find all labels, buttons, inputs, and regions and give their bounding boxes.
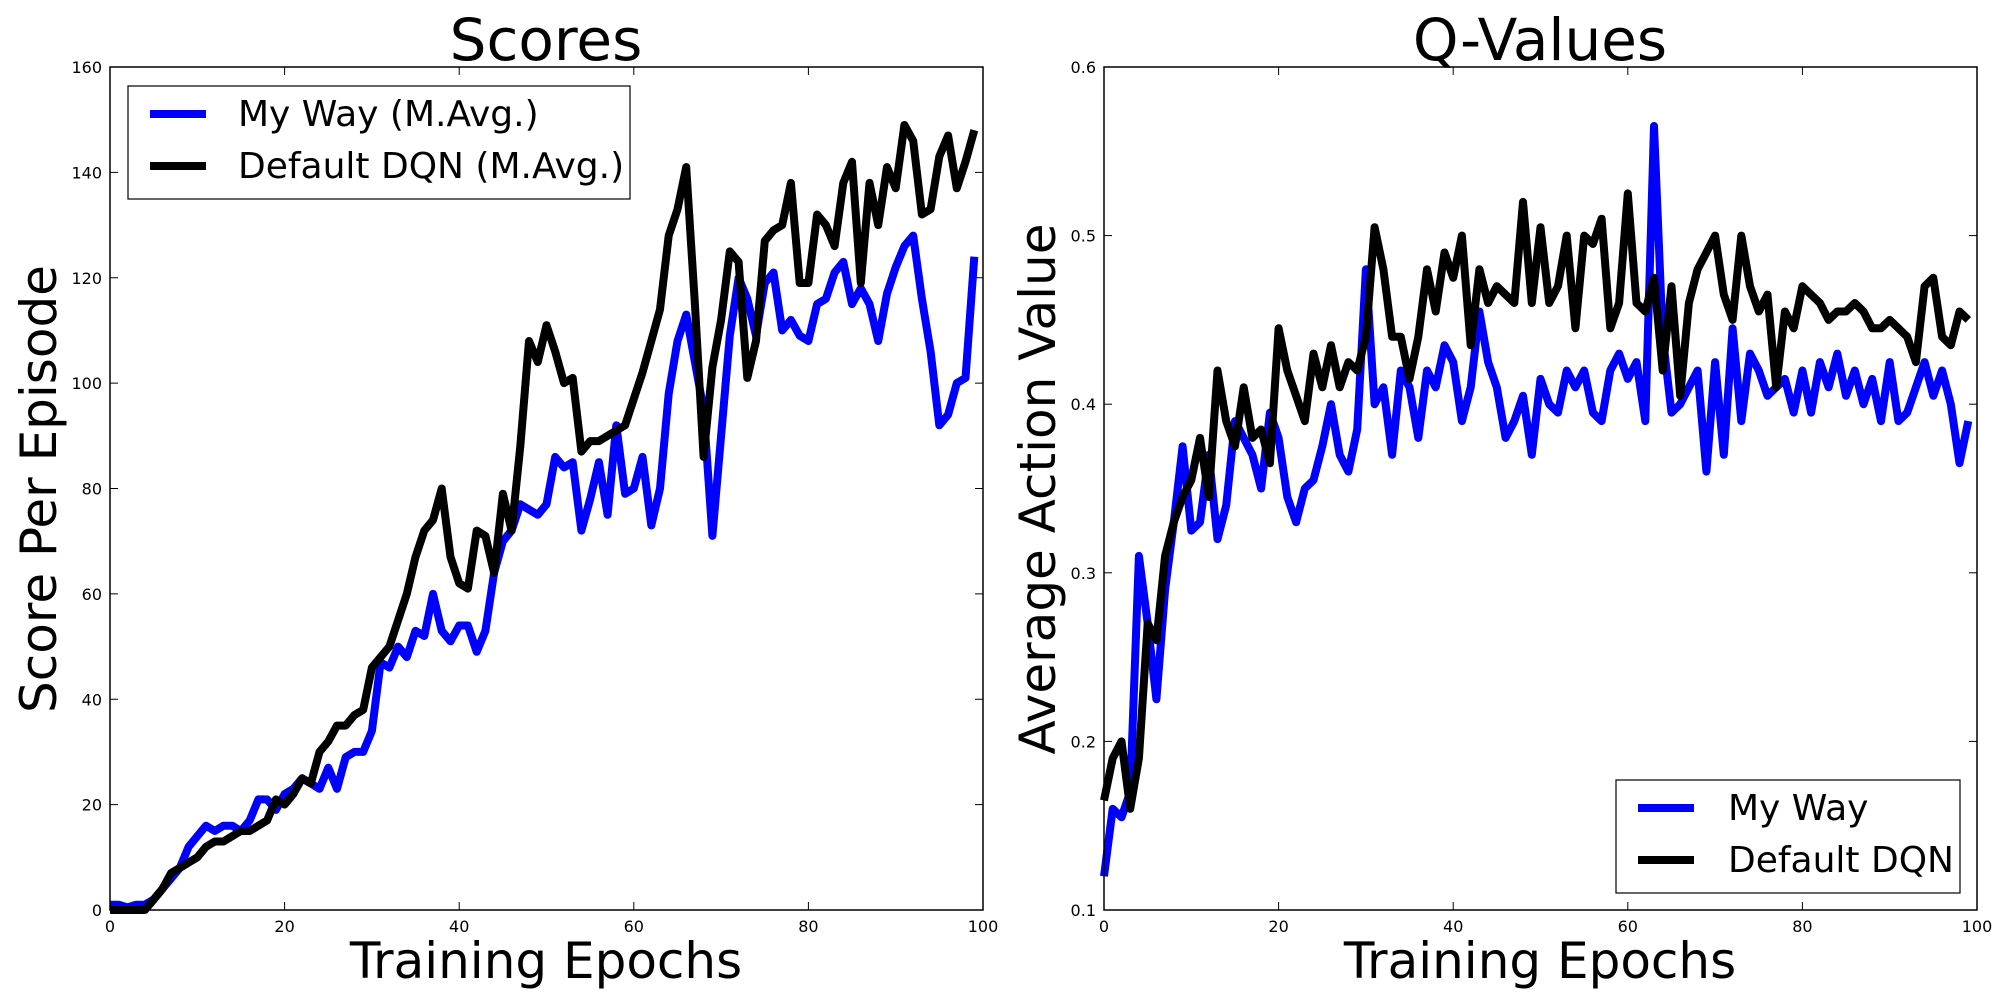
scores-plot-frame xyxy=(109,66,984,911)
scores-y-tick-label: 140 xyxy=(71,163,102,182)
scores-x-axis-label: Training Epochs xyxy=(349,932,742,990)
scores-x-tick-label: 100 xyxy=(968,917,999,936)
scores-y-tick-label: 80 xyxy=(82,480,102,499)
q-values-chart: Q-Values Training Epochs Average Action … xyxy=(1009,6,1992,990)
scores-x-tick-label: 40 xyxy=(449,917,469,936)
q-values-lines xyxy=(1100,122,1973,877)
q-values-y-tick-label: 0.3 xyxy=(1071,564,1096,583)
scores-y-tick-label: 0 xyxy=(92,901,102,920)
q-values-y-tick-label: 0.5 xyxy=(1071,227,1096,246)
q-values-x-tick-label: 60 xyxy=(1618,917,1638,936)
scores-legend-label-my-way: My Way (M.Avg.) xyxy=(238,94,539,135)
q-values-y-axis-label: Average Action Value xyxy=(1009,223,1067,754)
q-values-legend-label-my-way: My Way xyxy=(1728,788,1868,829)
scores-lines xyxy=(110,121,979,914)
scores-series-line-default-dqn-m-avg xyxy=(110,121,979,914)
scores-y-tick-label: 100 xyxy=(71,374,102,393)
scores-x-tick-label: 80 xyxy=(798,917,818,936)
q-values-series-line-default-dqn xyxy=(1100,189,1972,813)
scores-x-tick-label: 60 xyxy=(624,917,644,936)
q-values-x-axis-label: Training Epochs xyxy=(1343,932,1736,990)
q-values-y-tick-label: 0.2 xyxy=(1071,732,1096,751)
q-values-ticks: 0 20 40 60 80 100 0.1 0.2 0.3 0.4 0.5 0.6 xyxy=(1071,58,1993,936)
q-values-x-tick-label: 40 xyxy=(1443,917,1463,936)
scores-y-tick-label: 160 xyxy=(71,58,102,77)
q-values-series-line-my-way xyxy=(1100,122,1973,877)
scores-y-tick-label: 20 xyxy=(82,796,102,815)
q-values-y-tick-label: 0.4 xyxy=(1071,395,1096,414)
scores-y-tick-label: 120 xyxy=(71,269,102,288)
scores-ticks: 0 20 40 60 80 100 0 20 40 60 80 100 120 140 160 xyxy=(71,58,998,936)
scores-x-tick-label: 0 xyxy=(105,917,115,936)
scores-legend-box xyxy=(127,85,631,200)
q-values-legend: My Way Default DQN xyxy=(1615,779,1961,894)
q-values-legend-box xyxy=(1615,779,1961,894)
scores-chart: Scores Training Epochs Score Per Episode… xyxy=(10,6,998,990)
scores-series-line-my-way-m-avg xyxy=(110,231,979,912)
q-values-x-tick-label: 20 xyxy=(1268,917,1288,936)
q-values-x-tick-label: 80 xyxy=(1792,917,1812,936)
scores-legend: My Way (M.Avg.) Default DQN (M.Avg.) xyxy=(127,85,631,200)
q-values-plot-frame xyxy=(1103,66,1978,911)
q-values-x-tick-label: 0 xyxy=(1099,917,1109,936)
scores-y-tick-label: 40 xyxy=(82,690,102,709)
q-values-legend-label-default-dqn: Default DQN xyxy=(1728,840,1954,881)
q-values-y-tick-label: 0.6 xyxy=(1071,58,1096,77)
q-values-y-tick-label: 0.1 xyxy=(1071,901,1096,920)
scores-y-tick-label: 60 xyxy=(82,585,102,604)
scores-chart-title: Scores xyxy=(450,6,643,74)
q-values-x-tick-label: 100 xyxy=(1962,917,1993,936)
scores-x-tick-label: 20 xyxy=(274,917,294,936)
q-values-chart-title: Q-Values xyxy=(1413,6,1667,74)
scores-y-axis-label: Score Per Episode xyxy=(10,265,68,713)
scores-legend-label-default-dqn: Default DQN (M.Avg.) xyxy=(238,146,624,187)
